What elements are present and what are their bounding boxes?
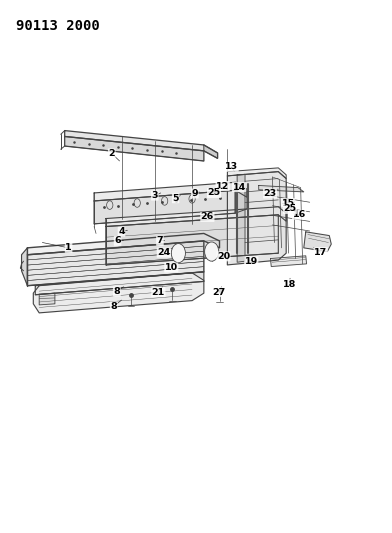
- Text: 12: 12: [216, 182, 229, 190]
- Polygon shape: [65, 131, 218, 158]
- Text: 90113 2000: 90113 2000: [16, 19, 100, 33]
- Text: 21: 21: [152, 288, 165, 296]
- Polygon shape: [227, 168, 286, 179]
- Text: 4: 4: [118, 228, 125, 236]
- Circle shape: [205, 242, 219, 261]
- Polygon shape: [237, 174, 245, 262]
- Text: 7: 7: [157, 237, 163, 245]
- Polygon shape: [227, 172, 286, 265]
- Polygon shape: [35, 272, 204, 295]
- Text: 26: 26: [201, 213, 214, 221]
- Polygon shape: [27, 233, 220, 255]
- Polygon shape: [39, 293, 55, 305]
- Polygon shape: [33, 273, 204, 313]
- Polygon shape: [65, 136, 204, 161]
- Text: 15: 15: [281, 199, 295, 207]
- Text: 1: 1: [65, 244, 72, 252]
- Text: 8: 8: [110, 302, 117, 311]
- Text: 25: 25: [283, 205, 297, 213]
- Text: 19: 19: [245, 257, 258, 265]
- Polygon shape: [204, 145, 218, 158]
- Polygon shape: [94, 182, 247, 201]
- Polygon shape: [304, 232, 331, 252]
- Text: 27: 27: [212, 288, 226, 296]
- Polygon shape: [106, 215, 278, 265]
- Polygon shape: [94, 190, 235, 224]
- Text: 8: 8: [113, 287, 120, 296]
- Text: 16: 16: [292, 211, 306, 219]
- Polygon shape: [259, 185, 304, 192]
- Text: 6: 6: [114, 237, 121, 245]
- Text: 25: 25: [207, 189, 221, 197]
- Text: 14: 14: [232, 183, 246, 191]
- Text: 10: 10: [165, 263, 178, 272]
- Text: 3: 3: [152, 191, 158, 200]
- Text: 2: 2: [109, 149, 115, 158]
- Text: 24: 24: [157, 248, 171, 257]
- Polygon shape: [106, 207, 286, 227]
- Polygon shape: [22, 248, 27, 286]
- Text: 9: 9: [192, 189, 198, 198]
- Circle shape: [171, 244, 185, 263]
- Text: 23: 23: [263, 189, 277, 198]
- Text: 20: 20: [217, 252, 230, 261]
- Text: 18: 18: [283, 280, 296, 288]
- Text: 5: 5: [172, 194, 179, 203]
- Text: 13: 13: [225, 163, 238, 171]
- Text: 17: 17: [314, 248, 327, 256]
- Polygon shape: [27, 241, 204, 286]
- Polygon shape: [270, 256, 307, 266]
